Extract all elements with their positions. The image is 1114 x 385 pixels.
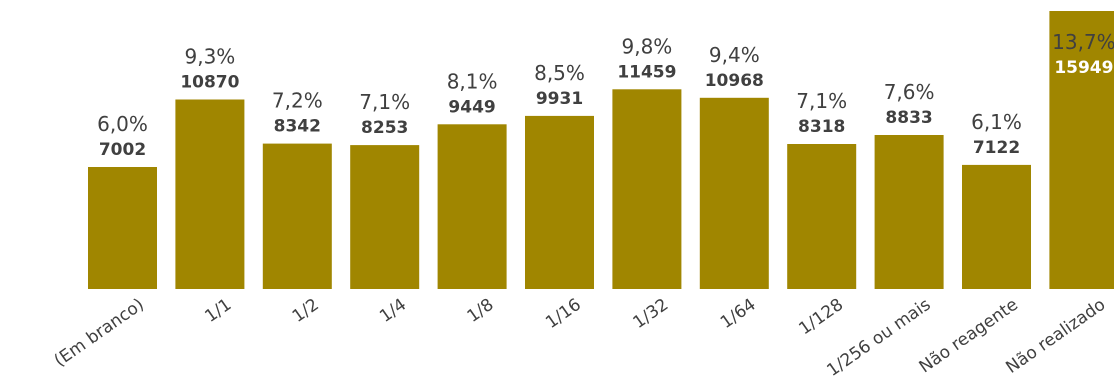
value-label-7: 11459 xyxy=(617,62,676,82)
value-label-12: 15949 xyxy=(1054,58,1113,78)
bar-12 xyxy=(1049,11,1114,289)
bars-layer xyxy=(88,11,1114,290)
category-label-4: 1/4 xyxy=(376,295,410,327)
data-labels-layer: 6,0% 7002 9,3% 10870 7,2% 8342 7,1% 8253 8,1% 944… xyxy=(97,30,1114,160)
value-label-6: 9931 xyxy=(536,89,583,109)
bar-1 xyxy=(88,167,157,289)
category-label-3: 1/2 xyxy=(289,295,323,327)
category-label-9: 1/128 xyxy=(795,295,847,339)
percent-label-12: 13,7% xyxy=(1052,30,1114,54)
value-label-4: 8253 xyxy=(361,118,408,138)
bar-10 xyxy=(874,135,944,289)
category-label-5: 1/8 xyxy=(464,295,498,327)
category-label-8: 1/64 xyxy=(717,295,760,333)
percent-label-4: 7,1% xyxy=(359,90,410,114)
category-label-6: 1/16 xyxy=(542,295,585,333)
percent-label-2: 9,3% xyxy=(184,45,235,69)
value-label-2: 10870 xyxy=(180,73,239,93)
bar-6 xyxy=(525,115,594,290)
bar-8 xyxy=(699,97,769,289)
percent-label-7: 9,8% xyxy=(621,34,672,58)
percent-label-6: 8,5% xyxy=(534,61,585,85)
percent-label-8: 9,4% xyxy=(709,43,760,67)
value-label-11: 7122 xyxy=(973,138,1020,158)
value-label-8: 10968 xyxy=(705,71,764,91)
category-axis-labels: (Em branco) 1/1 1/2 1/4 1/8 1/16 1/32 1/64 1/128… xyxy=(51,295,1110,381)
percent-label-1: 6,0% xyxy=(97,112,148,136)
bar-3 xyxy=(262,143,332,289)
value-label-1: 7002 xyxy=(99,140,146,160)
value-label-3: 8342 xyxy=(274,117,321,137)
percent-label-9: 7,1% xyxy=(796,89,847,113)
percent-label-3: 7,2% xyxy=(272,89,323,113)
percent-label-5: 8,1% xyxy=(447,69,498,93)
bar-11 xyxy=(962,164,1031,289)
bar-5 xyxy=(437,124,507,289)
category-label-7: 1/32 xyxy=(630,295,673,333)
category-label-2: 1/1 xyxy=(201,295,235,327)
percent-label-10: 7,6% xyxy=(884,80,935,104)
percent-label-11: 6,1% xyxy=(971,110,1022,134)
bar-2 xyxy=(175,99,245,289)
bar-9 xyxy=(787,144,857,289)
bar-4 xyxy=(350,145,420,289)
bar-7 xyxy=(612,89,682,289)
value-label-9: 8318 xyxy=(798,117,845,137)
value-label-5: 9449 xyxy=(448,97,495,117)
value-label-10: 8833 xyxy=(885,108,932,128)
category-label-1: (Em branco) xyxy=(51,295,148,371)
